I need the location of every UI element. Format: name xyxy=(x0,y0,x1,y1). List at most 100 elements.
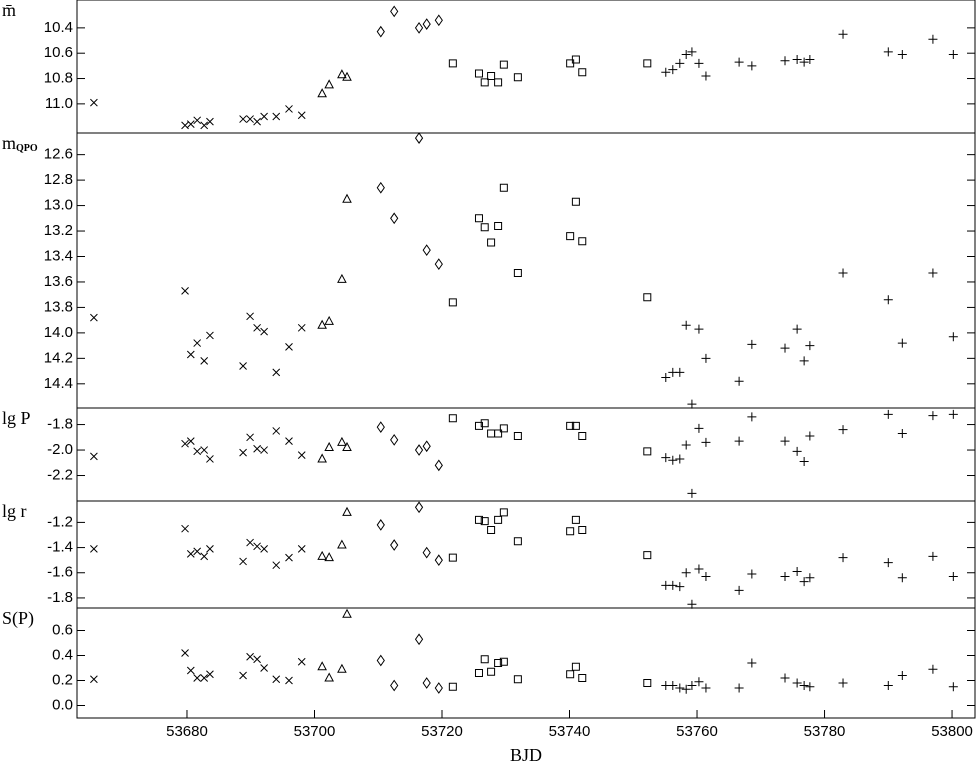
data-point xyxy=(376,421,385,433)
data-point xyxy=(239,671,247,680)
data-point xyxy=(792,566,802,576)
data-point xyxy=(747,412,757,422)
data-point xyxy=(90,544,98,553)
data-point xyxy=(448,682,457,691)
data-point xyxy=(578,525,587,534)
data-point xyxy=(792,324,802,334)
data-point xyxy=(643,293,652,302)
data-point xyxy=(513,432,522,441)
data-point xyxy=(838,268,848,278)
data-point xyxy=(668,455,678,465)
y-tick-label: -1.6 xyxy=(47,564,73,581)
data-point xyxy=(200,446,209,454)
data-point xyxy=(297,544,306,553)
x-axis-label: BJD xyxy=(510,745,542,765)
data-point xyxy=(272,368,281,377)
data-point xyxy=(414,132,424,144)
y-axis-label: mQPO xyxy=(2,133,38,154)
data-point xyxy=(499,657,508,666)
data-point xyxy=(260,327,268,336)
data-point xyxy=(687,599,697,609)
data-point xyxy=(792,55,802,65)
data-point xyxy=(571,515,580,524)
data-point xyxy=(928,664,938,674)
x-tick-label: 53740 xyxy=(549,723,591,740)
y-tick-label: -1.8 xyxy=(47,416,73,433)
data-point xyxy=(186,120,195,128)
data-point xyxy=(474,669,483,677)
data-point xyxy=(928,411,938,421)
data-point xyxy=(297,323,306,332)
y-axis-label-main: lg r xyxy=(2,501,27,521)
data-point xyxy=(390,433,399,446)
data-point xyxy=(701,71,711,81)
data-point xyxy=(90,98,98,107)
y-tick-label: 14.0 xyxy=(44,324,73,341)
y-tick-label: 13.6 xyxy=(44,273,73,290)
data-point xyxy=(324,315,334,325)
y-tick-label: 10.8 xyxy=(44,70,73,87)
data-point xyxy=(681,440,691,450)
data-point xyxy=(390,679,399,692)
data-point xyxy=(694,564,704,574)
data-point xyxy=(422,244,431,257)
data-point xyxy=(668,65,678,75)
data-point xyxy=(805,682,815,692)
data-point xyxy=(897,338,907,348)
data-point xyxy=(838,425,848,435)
data-point xyxy=(448,298,457,307)
data-point xyxy=(480,419,489,428)
data-point xyxy=(799,356,809,366)
data-point xyxy=(186,350,195,359)
y-tick-label: -1.2 xyxy=(47,513,73,530)
y-tick-label: 13.4 xyxy=(44,247,73,264)
data-point xyxy=(448,59,457,68)
data-point xyxy=(499,424,508,433)
data-point xyxy=(566,670,575,679)
y-tick-label: 13.0 xyxy=(44,197,73,214)
y-tick-label: 0.4 xyxy=(52,646,73,663)
data-point xyxy=(474,69,483,78)
data-point xyxy=(342,71,352,81)
y-tick-label: 0.6 xyxy=(52,621,73,638)
data-point xyxy=(566,232,575,241)
data-point xyxy=(643,679,652,687)
data-point xyxy=(337,436,347,446)
data-point xyxy=(687,399,697,409)
data-point xyxy=(193,447,202,456)
data-point xyxy=(701,572,711,582)
data-point xyxy=(324,441,334,451)
data-point xyxy=(239,448,247,457)
data-point xyxy=(675,367,685,377)
y-tick-label: 10.6 xyxy=(44,44,73,61)
y-tick-label: 0.0 xyxy=(52,696,73,713)
data-point xyxy=(390,212,399,225)
data-point xyxy=(675,58,685,68)
y-tick-label: 13.8 xyxy=(44,298,73,315)
panel-frame xyxy=(76,607,976,719)
data-point xyxy=(948,409,958,419)
data-point xyxy=(285,343,293,351)
data-point xyxy=(928,551,938,561)
data-point xyxy=(571,55,580,64)
x-tick-label: 53760 xyxy=(676,723,718,740)
data-point xyxy=(181,649,189,657)
data-point xyxy=(883,681,893,690)
data-point xyxy=(883,295,893,305)
data-point xyxy=(206,455,214,463)
data-point xyxy=(239,115,247,123)
data-point xyxy=(675,683,685,693)
y-axis-label-main: S(P) xyxy=(2,608,34,629)
data-point xyxy=(780,56,790,66)
data-point xyxy=(297,451,306,459)
data-point xyxy=(181,287,189,295)
data-point xyxy=(571,662,580,671)
data-point xyxy=(499,183,508,192)
data-point xyxy=(253,323,261,332)
data-point xyxy=(513,675,522,684)
data-point xyxy=(578,237,587,246)
data-point xyxy=(578,674,587,682)
data-point xyxy=(681,49,691,59)
data-point xyxy=(792,446,802,456)
data-point xyxy=(780,436,790,446)
